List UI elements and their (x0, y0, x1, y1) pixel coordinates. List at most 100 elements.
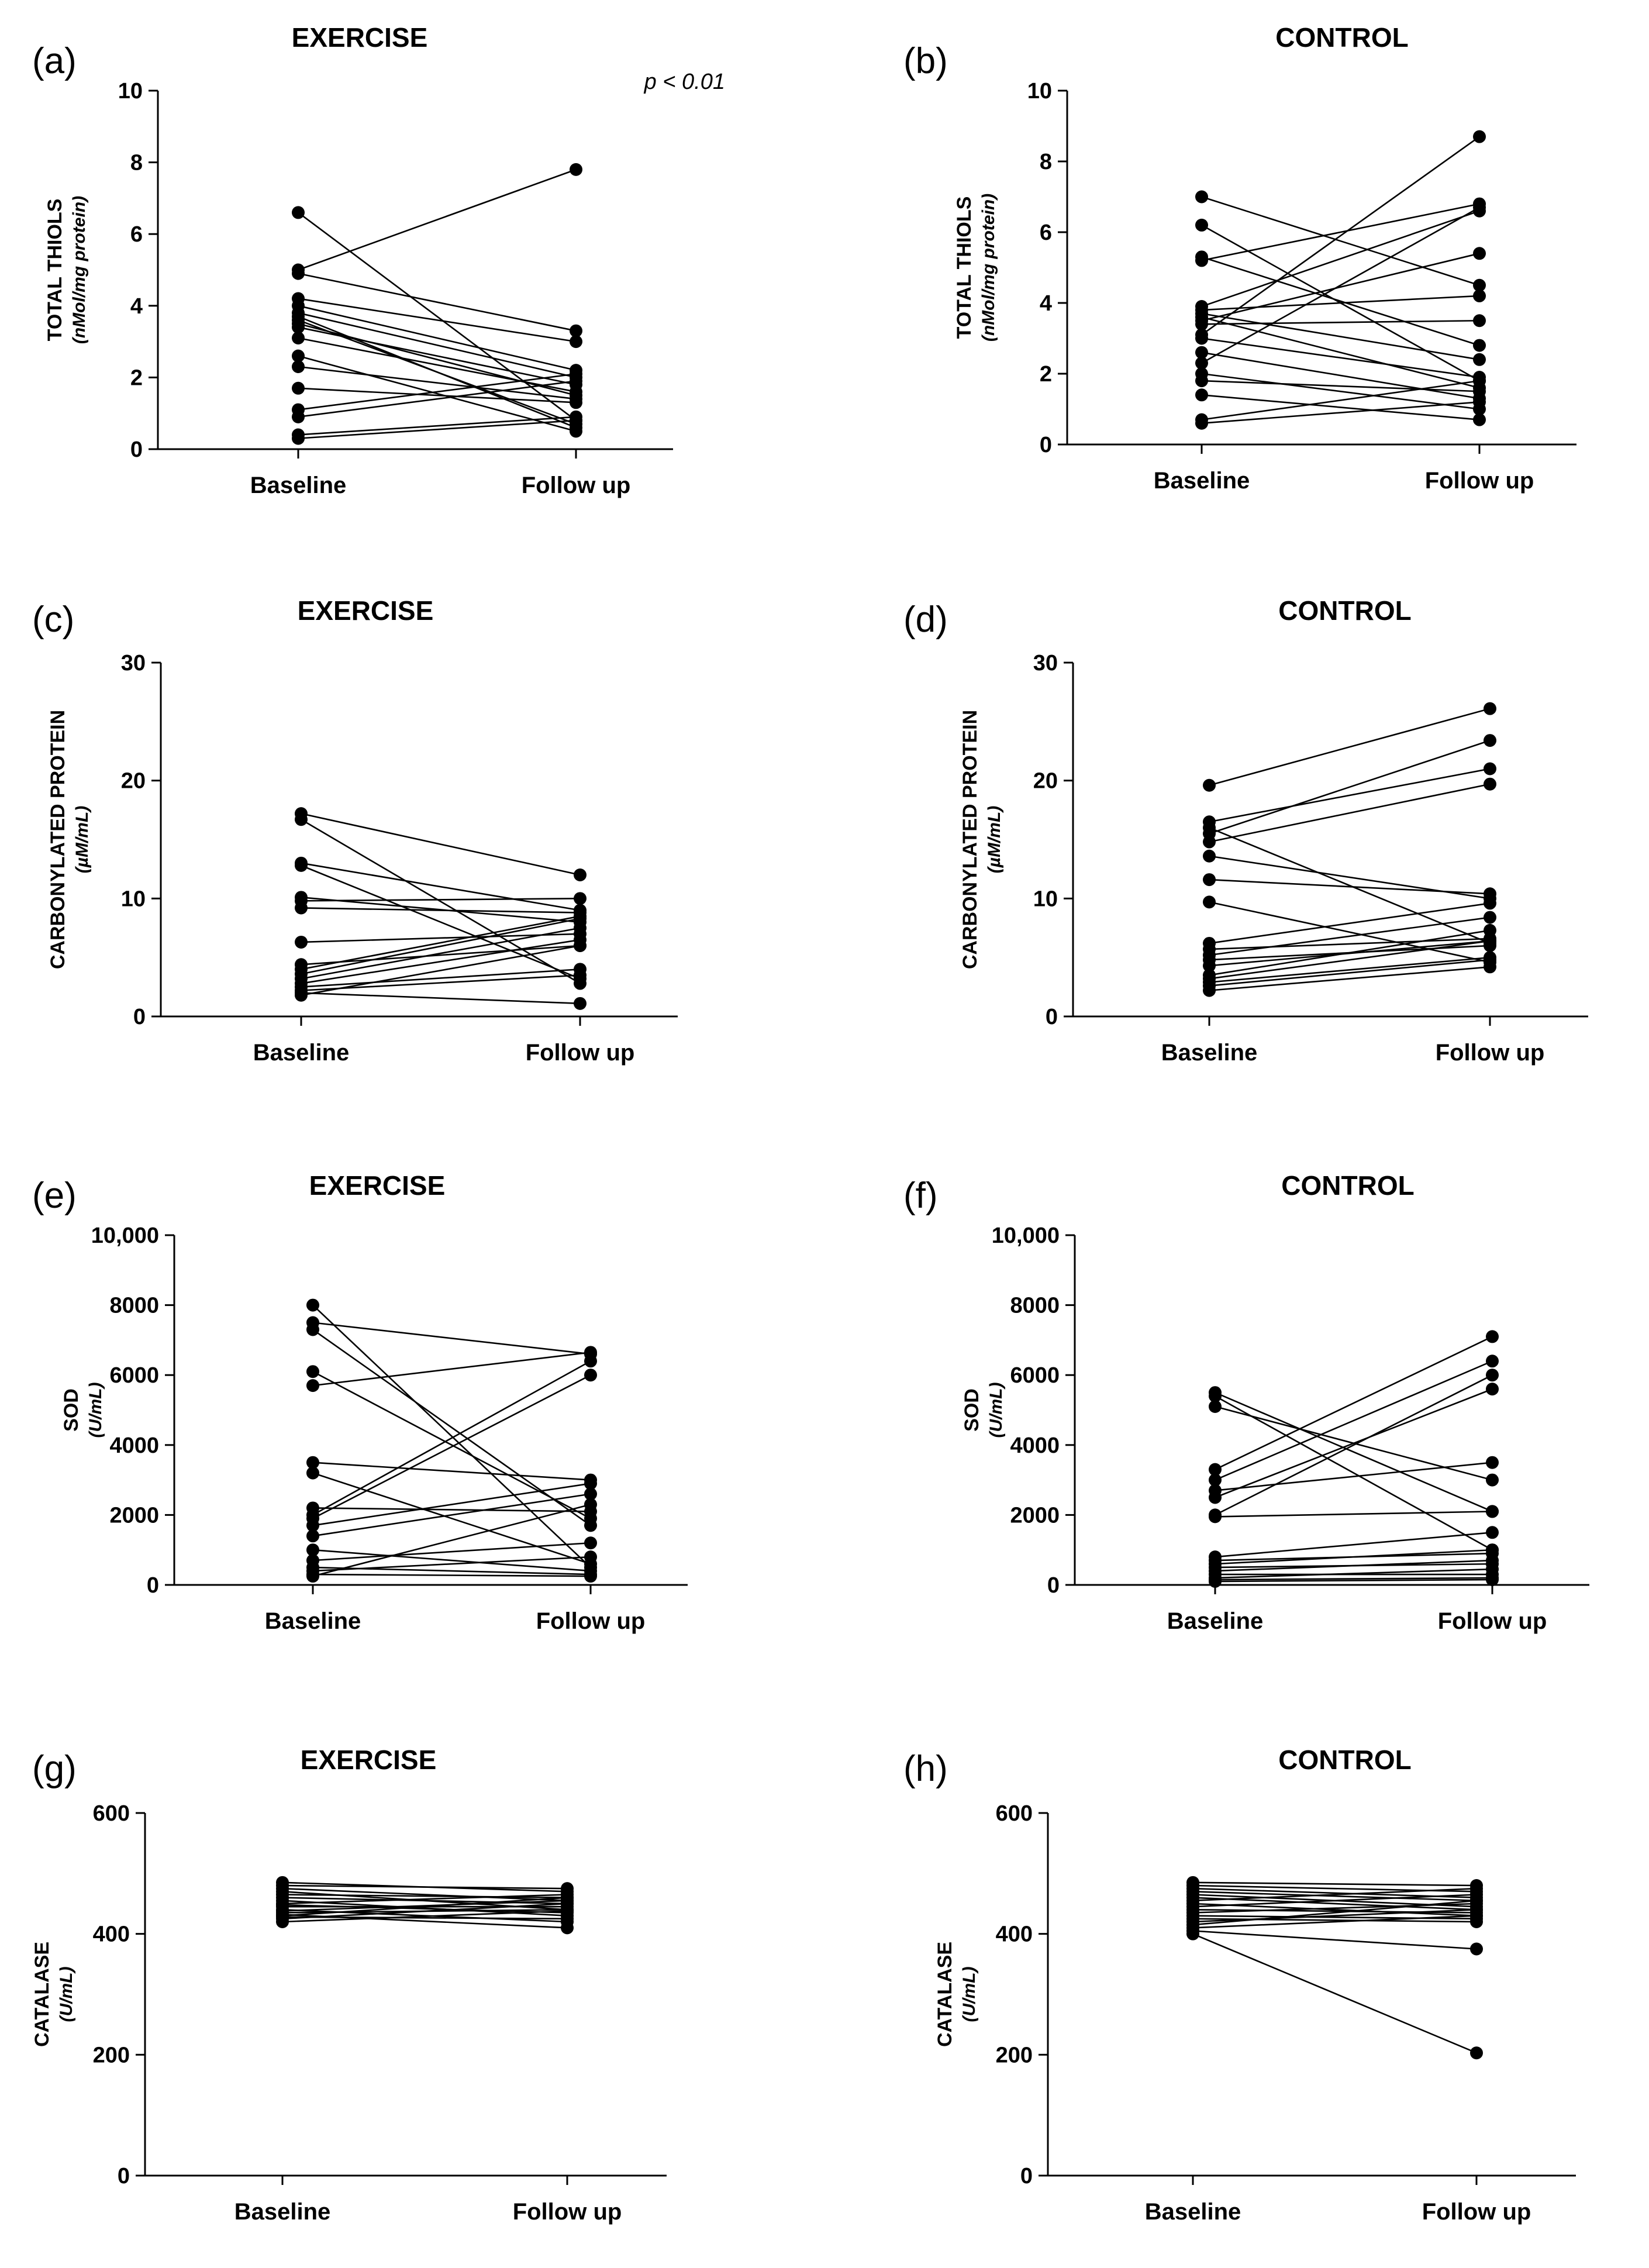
panel-g: (g) EXERCISE 0 200 400 600 Baseline Follow up CA… (31, 1745, 667, 2225)
followup-point (1486, 1383, 1499, 1396)
baseline-point (1203, 895, 1216, 909)
followup-point (574, 939, 587, 952)
chart-title: EXERCISE (301, 1745, 437, 1775)
panel-letter: (f) (903, 1176, 938, 1216)
chart-title: CONTROL (1275, 22, 1408, 53)
y-tick-label: 0 (118, 2164, 130, 2188)
baseline-point (1203, 778, 1216, 792)
subject-line (1209, 708, 1491, 786)
subject-line (1201, 203, 1480, 261)
x-category-label: Baseline (1167, 1608, 1264, 1634)
subject-line (298, 273, 577, 332)
subject-line (298, 337, 577, 393)
chart-title: EXERCISE (292, 22, 428, 53)
y-tick-label: 4 (1040, 291, 1052, 316)
panel-letter: (a) (32, 41, 77, 81)
y-axis-unit: (U/mL) (86, 1383, 105, 1438)
subject-line (301, 933, 581, 943)
baseline-point (1195, 332, 1208, 345)
y-tick-label: 6000 (1010, 1363, 1060, 1388)
subject-line (301, 862, 581, 911)
baseline-point (1195, 388, 1208, 402)
panel-b: (b) CONTROL 0 2 4 6 8 10 Baseline Follow up TOTAL … (903, 22, 1576, 494)
subject-line (1201, 206, 1480, 364)
y-tick-label: 0 (1046, 1005, 1058, 1029)
baseline-point (306, 1323, 319, 1336)
x-category-label: Follow up (522, 473, 631, 498)
followup-point (584, 1487, 597, 1501)
x-category-label: Follow up (1425, 468, 1534, 494)
followup-point (570, 335, 582, 349)
subject-line (1192, 1900, 1477, 1926)
followup-point (1486, 1505, 1499, 1518)
subject-line (301, 992, 581, 1005)
followup-point (1473, 201, 1486, 214)
baseline-point (1195, 374, 1208, 388)
subject-line (301, 898, 581, 902)
subject-line (312, 1371, 591, 1519)
subject-line (282, 1902, 568, 1920)
subject-line (1215, 1360, 1493, 1481)
baseline-point (306, 1298, 319, 1312)
baseline-point (306, 1570, 319, 1583)
y-axis-label: TOTAL THIOLS (953, 197, 975, 339)
subject-line (298, 380, 577, 418)
y-tick-label: 6 (130, 222, 143, 247)
baseline-point (1203, 835, 1216, 849)
followup-point (1473, 130, 1486, 143)
y-tick-label: 200 (93, 2043, 130, 2067)
followup-point (584, 1570, 597, 1583)
subject-line (1209, 929, 1491, 976)
panel-letter: (h) (903, 1749, 948, 1789)
baseline-point (292, 381, 305, 395)
subject-line (312, 1329, 591, 1526)
subject-line (312, 1542, 591, 1562)
subject-line (301, 927, 581, 980)
followup-point (574, 921, 587, 935)
y-tick-label: 4000 (1010, 1433, 1060, 1458)
x-category-label: Baseline (234, 2199, 331, 2225)
followup-point (1470, 1909, 1483, 1922)
followup-point (561, 1904, 574, 1918)
baseline-point (1209, 1400, 1222, 1414)
followup-point (1473, 247, 1486, 260)
subject-line (298, 387, 577, 404)
chart-title: CONTROL (1278, 1745, 1411, 1775)
y-tick-label: 10,000 (91, 1223, 159, 1248)
baseline-point (1209, 1463, 1222, 1476)
followup-point (1473, 278, 1486, 292)
y-tick-label: 10 (121, 887, 146, 911)
chart-title: CONTROL (1278, 595, 1411, 626)
x-category-label: Follow up (526, 1040, 635, 1066)
subject-line (312, 1322, 591, 1355)
subject-line (1215, 1391, 1493, 1512)
followup-point (574, 968, 587, 982)
subject-line (1201, 210, 1480, 308)
y-tick-label: 400 (93, 1922, 130, 1947)
baseline-point (1209, 1575, 1222, 1588)
baseline-point (292, 267, 305, 280)
followup-point (574, 997, 587, 1010)
followup-point (1484, 777, 1496, 791)
subject-line (298, 298, 577, 343)
baseline-point (1209, 1491, 1222, 1504)
followup-point (570, 324, 582, 337)
followup-point (570, 425, 582, 438)
subject-line (1215, 1462, 1493, 1491)
subject-line (301, 945, 581, 996)
subject-line (312, 1472, 591, 1565)
subject-line (312, 1462, 591, 1481)
subject-line (1192, 1909, 1477, 1923)
followup-point (1473, 353, 1486, 366)
panel-letter: (e) (32, 1176, 77, 1216)
followup-point (1484, 734, 1496, 747)
y-tick-label: 600 (93, 1801, 130, 1826)
y-axis-unit: (µM/mL) (73, 806, 92, 874)
baseline-point (295, 935, 308, 949)
followup-point (1473, 314, 1486, 328)
subject-line (1201, 394, 1480, 420)
panel-h: (h) CONTROL 0 200 400 600 Baseline Follow up CAT… (903, 1745, 1576, 2225)
x-category-label: Follow up (1436, 1040, 1545, 1066)
followup-point (570, 374, 582, 388)
subject-line (282, 1897, 568, 1917)
